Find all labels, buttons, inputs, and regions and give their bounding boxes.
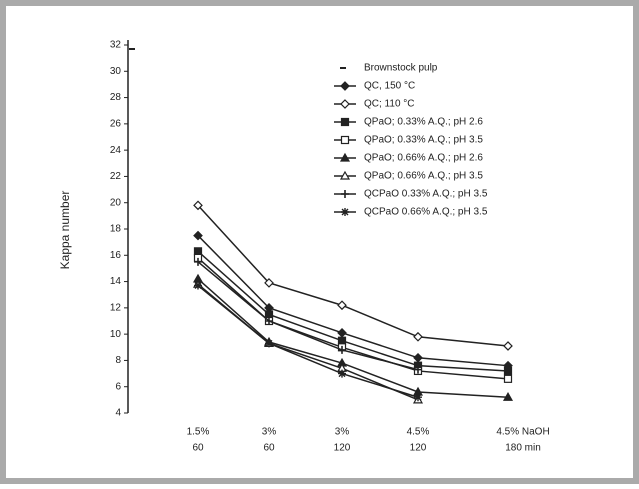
marker <box>193 230 203 241</box>
y-tick-label: 4 <box>115 408 121 419</box>
x-tick-label: 60 <box>263 443 275 454</box>
series-line <box>197 284 419 398</box>
marker <box>193 200 203 211</box>
legend-marker <box>341 190 349 198</box>
y-tick-label: 8 <box>115 355 121 366</box>
legend-label: QPaO; 0.33% A.Q.; pH 3.5 <box>364 135 483 146</box>
y-tick-label: 16 <box>110 250 122 261</box>
legend-label: Brownstock pulp <box>364 63 438 74</box>
series-line <box>197 261 419 371</box>
y-tick-label: 24 <box>110 145 122 156</box>
y-tick-label: 20 <box>110 197 122 208</box>
y-tick-label: 22 <box>110 171 122 182</box>
legend-marker <box>340 81 350 91</box>
legend-label: QCPaO 0.33% A.Q.; pH 3.5 <box>364 189 488 200</box>
legend-label: QPaO; 0.66% A.Q.; pH 3.5 <box>364 171 483 182</box>
legend-label: QCPaO 0.66% A.Q.; pH 3.5 <box>364 207 488 218</box>
x-tick-label: 4.5% NaOH <box>496 427 549 438</box>
marker <box>194 257 202 266</box>
y-tick-label: 18 <box>110 224 122 235</box>
marker <box>265 317 273 325</box>
marker <box>193 247 203 256</box>
marker <box>414 393 422 402</box>
legend-marker <box>340 99 350 109</box>
marker <box>503 374 513 383</box>
legend-marker <box>341 208 349 216</box>
legend-label: QC; 110 °C <box>364 99 415 110</box>
y-tick-label: 28 <box>110 92 122 103</box>
y-axis-label: Kappa number <box>58 191 72 270</box>
marker <box>264 310 274 319</box>
legend-label: QC, 150 °C <box>364 81 415 92</box>
x-tick-label: 1.5% <box>187 427 210 438</box>
marker <box>503 341 513 351</box>
x-tick-label: 120 <box>410 443 427 454</box>
x-tick-label: 4.5% <box>407 427 430 438</box>
marker <box>338 345 346 354</box>
marker <box>503 366 513 376</box>
marker <box>338 369 346 378</box>
y-tick-label: 32 <box>110 40 122 51</box>
x-tick-label: 3% <box>262 427 277 438</box>
y-tick-label: 14 <box>110 276 122 287</box>
y-tick-label: 30 <box>110 66 122 77</box>
y-tick-label: 26 <box>110 118 122 129</box>
y-tick-label: 10 <box>110 329 122 340</box>
legend-marker <box>339 170 351 180</box>
legend-marker <box>340 117 350 127</box>
x-tick-label: 120 <box>334 443 351 454</box>
marker <box>265 339 273 348</box>
marker <box>194 281 202 290</box>
marker <box>413 331 423 342</box>
x-tick-label: 3% <box>335 427 350 438</box>
y-tick-label: 6 <box>115 381 121 392</box>
marker <box>414 365 422 374</box>
marker <box>502 392 514 401</box>
y-tick-label: 12 <box>110 302 122 313</box>
x-tick-label: 60 <box>192 443 204 454</box>
marker <box>337 300 347 311</box>
legend-label: QPaO; 0.66% A.Q.; pH 2.6 <box>364 153 483 164</box>
legend-marker <box>340 135 350 145</box>
marker <box>337 336 347 345</box>
marker <box>264 278 274 288</box>
legend-marker <box>339 152 351 162</box>
x-tick-label: 180 min <box>505 443 541 454</box>
legend-label: QPaO; 0.33% A.Q.; pH 2.6 <box>364 117 483 128</box>
